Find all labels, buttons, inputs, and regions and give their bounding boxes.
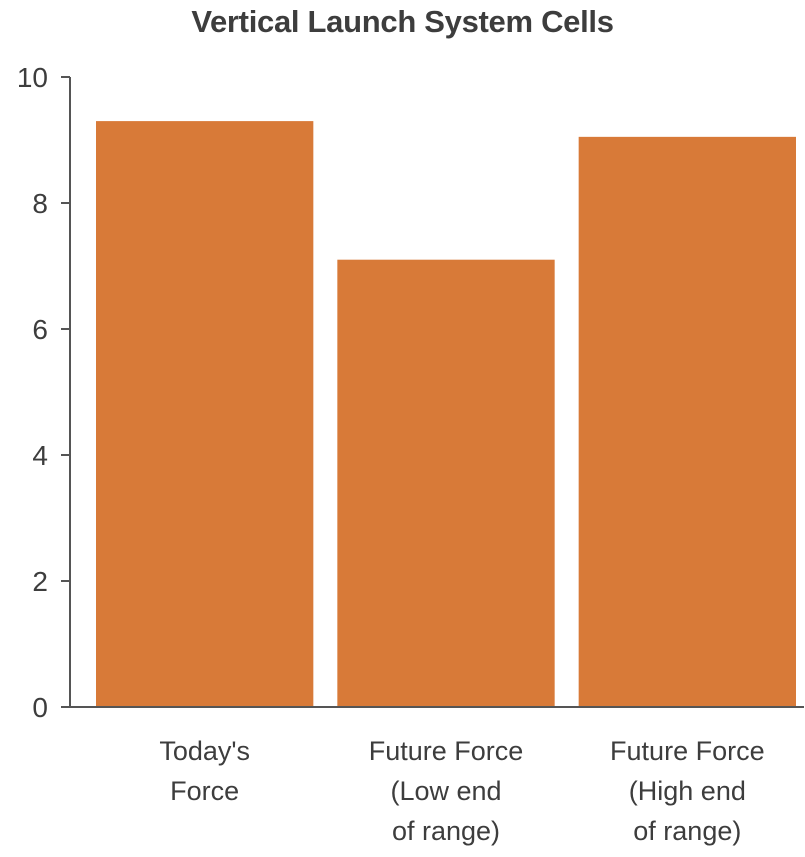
x-tick-label-line: Future Force <box>369 736 524 766</box>
y-tick-label: 8 <box>32 188 48 219</box>
x-tick-label: Future Force (Low end of range) <box>369 736 524 846</box>
y-axis: 0 2 4 6 8 10 <box>17 62 71 723</box>
bar <box>337 259 555 707</box>
x-tick-label: Today's Force <box>159 736 250 806</box>
x-tick-label-line: Force <box>170 776 239 806</box>
x-tick-label-line: (Low end <box>390 776 501 806</box>
x-tick-label-line: Today's <box>159 736 250 766</box>
x-tick-label-line: of range) <box>392 816 500 846</box>
x-axis: Today's Force Future Force (Low end of range… <box>70 706 804 846</box>
bars <box>96 121 796 708</box>
bar <box>578 136 796 708</box>
y-tick-label: 4 <box>32 440 48 471</box>
y-tick-label: 10 <box>17 62 48 93</box>
y-tick-label: 0 <box>32 692 48 723</box>
y-tick-label: 6 <box>32 314 48 345</box>
x-tick-label-line: Future Force <box>610 736 765 766</box>
x-tick-label-line: (High end <box>629 776 746 806</box>
x-tick-label: Future Force (High end of range) <box>610 736 765 846</box>
bar <box>96 121 314 708</box>
y-tick-label: 2 <box>32 566 48 597</box>
x-tick-label-line: of range) <box>633 816 741 846</box>
chart-title: Vertical Launch System Cells <box>191 4 614 39</box>
